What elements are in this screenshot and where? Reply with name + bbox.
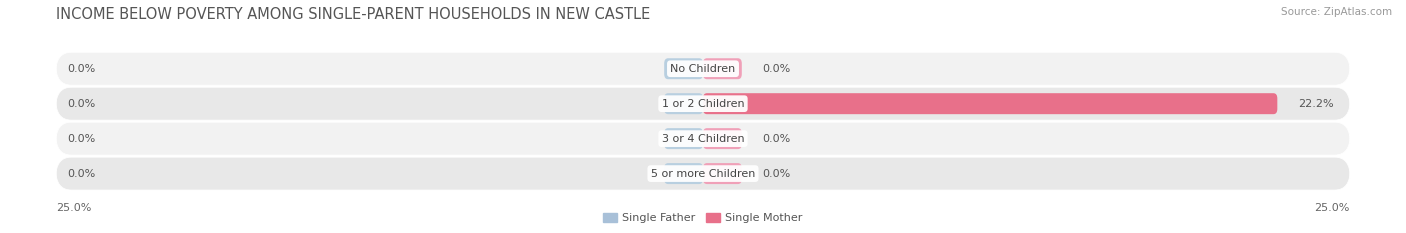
FancyBboxPatch shape bbox=[664, 58, 703, 79]
Text: 25.0%: 25.0% bbox=[56, 203, 91, 213]
Text: 0.0%: 0.0% bbox=[67, 134, 96, 144]
FancyBboxPatch shape bbox=[664, 93, 703, 114]
Text: 1 or 2 Children: 1 or 2 Children bbox=[662, 99, 744, 109]
Text: 0.0%: 0.0% bbox=[762, 64, 790, 74]
FancyBboxPatch shape bbox=[664, 128, 703, 149]
Legend: Single Father, Single Mother: Single Father, Single Mother bbox=[599, 208, 807, 227]
Text: 5 or more Children: 5 or more Children bbox=[651, 169, 755, 178]
FancyBboxPatch shape bbox=[703, 128, 742, 149]
FancyBboxPatch shape bbox=[664, 163, 703, 184]
FancyBboxPatch shape bbox=[703, 163, 742, 184]
Text: 25.0%: 25.0% bbox=[1315, 203, 1350, 213]
Text: Source: ZipAtlas.com: Source: ZipAtlas.com bbox=[1281, 7, 1392, 17]
FancyBboxPatch shape bbox=[56, 122, 1350, 155]
Text: 3 or 4 Children: 3 or 4 Children bbox=[662, 134, 744, 144]
FancyBboxPatch shape bbox=[56, 87, 1350, 120]
Text: 22.2%: 22.2% bbox=[1298, 99, 1334, 109]
FancyBboxPatch shape bbox=[703, 58, 742, 79]
FancyBboxPatch shape bbox=[56, 52, 1350, 85]
FancyBboxPatch shape bbox=[703, 93, 1277, 114]
Text: INCOME BELOW POVERTY AMONG SINGLE-PARENT HOUSEHOLDS IN NEW CASTLE: INCOME BELOW POVERTY AMONG SINGLE-PARENT… bbox=[56, 7, 651, 22]
Text: 0.0%: 0.0% bbox=[762, 134, 790, 144]
Text: 0.0%: 0.0% bbox=[67, 64, 96, 74]
Text: No Children: No Children bbox=[671, 64, 735, 74]
Text: 0.0%: 0.0% bbox=[67, 169, 96, 178]
Text: 0.0%: 0.0% bbox=[762, 169, 790, 178]
Text: 0.0%: 0.0% bbox=[67, 99, 96, 109]
FancyBboxPatch shape bbox=[56, 157, 1350, 190]
